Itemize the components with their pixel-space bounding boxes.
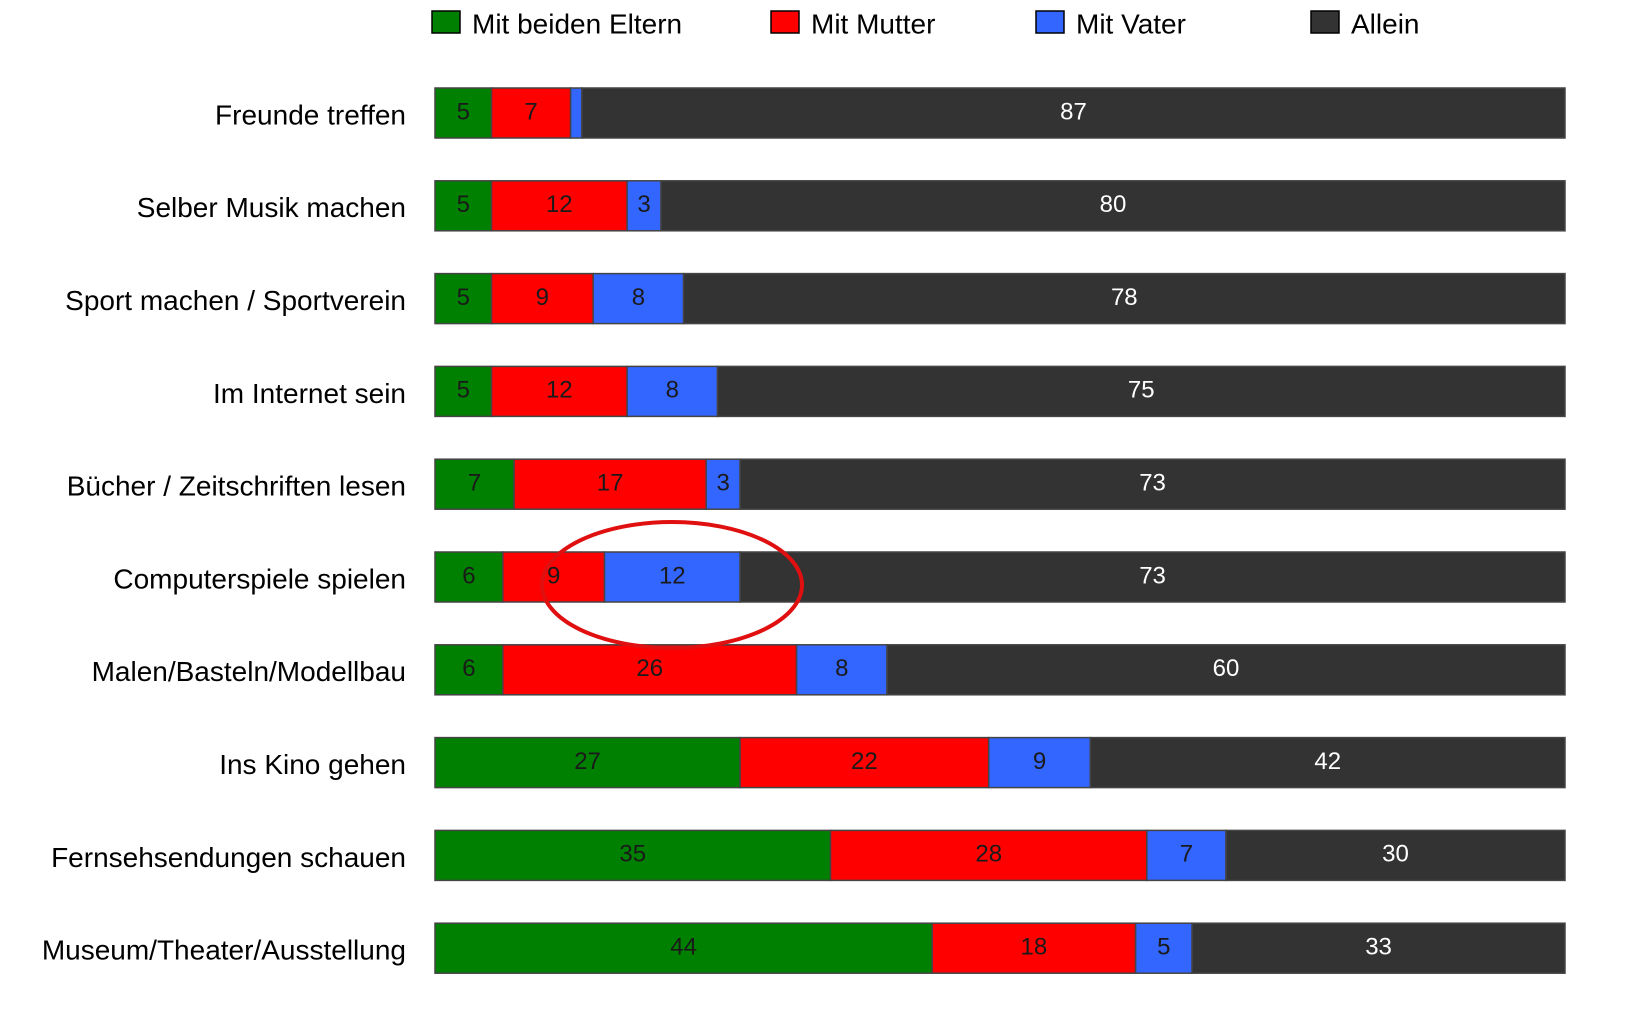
- category-label: Sport machen / Sportverein: [65, 285, 406, 316]
- value-label: 3: [716, 470, 729, 497]
- legend-swatch: [1035, 10, 1065, 34]
- bar-segment: [490, 180, 628, 232]
- category-label: Im Internet sein: [213, 378, 406, 409]
- legend-label: Mit Mutter: [811, 8, 935, 39]
- value-label: 7: [1180, 841, 1193, 868]
- value-label: 6: [462, 655, 475, 682]
- bar-segment: [513, 458, 707, 510]
- category-label: Museum/Theater/Ausstellung: [42, 935, 406, 966]
- bar-segment: [660, 180, 1566, 232]
- value-label: 60: [1213, 655, 1240, 682]
- bar-segment: [931, 922, 1137, 974]
- bar-segment: [434, 87, 493, 139]
- value-label: 87: [1060, 98, 1087, 125]
- value-label: 9: [547, 562, 560, 589]
- value-label: 3: [637, 191, 650, 218]
- value-label: 73: [1139, 470, 1166, 497]
- category-label: Malen/Basteln/Modellbau: [92, 656, 406, 687]
- value-label: 44: [670, 934, 697, 961]
- value-label: 27: [574, 748, 601, 775]
- value-label: 28: [975, 841, 1002, 868]
- value-label: 6: [462, 562, 475, 589]
- value-label: 33: [1365, 934, 1392, 961]
- value-label: 7: [524, 98, 537, 125]
- bar-segment: [739, 736, 990, 789]
- bar-segment: [569, 87, 583, 139]
- value-label: 42: [1314, 748, 1341, 775]
- bar-segment: [434, 736, 741, 789]
- legend-label: Mit beiden Eltern: [472, 8, 682, 39]
- value-label: 30: [1382, 841, 1409, 868]
- bar-segment: [434, 829, 832, 882]
- value-label: 26: [636, 655, 663, 682]
- value-label: 78: [1111, 284, 1138, 311]
- bar-segment: [829, 829, 1148, 882]
- legend-swatch: [1310, 10, 1340, 34]
- legend-label: Allein: [1351, 8, 1419, 39]
- value-label: 12: [659, 562, 686, 589]
- category-label: Selber Musik machen: [137, 192, 406, 223]
- bar-segment: [626, 365, 719, 418]
- value-label: 5: [457, 191, 470, 218]
- bar-segment: [716, 365, 1566, 418]
- value-label: 18: [1021, 934, 1048, 961]
- bar-segment: [434, 365, 493, 418]
- bar-segment: [434, 922, 933, 974]
- value-label: 5: [457, 377, 470, 404]
- value-label: 8: [632, 284, 645, 311]
- value-label: 5: [457, 284, 470, 311]
- category-label: Bücher / Zeitschriften lesen: [67, 471, 406, 502]
- bar-segment: [434, 644, 504, 696]
- category-label: Freunde treffen: [215, 99, 406, 130]
- bar-segment: [1146, 829, 1227, 882]
- value-label: 35: [619, 841, 646, 868]
- bar-segment: [603, 551, 741, 603]
- legend-label: Mit Vater: [1076, 8, 1186, 39]
- bar-segment: [739, 551, 1566, 603]
- value-label: 9: [536, 284, 549, 311]
- value-label: 12: [546, 191, 573, 218]
- highlight-ellipse: [540, 520, 804, 650]
- legend: Mit beiden Eltern Mit Mutter Mit Vater Alle…: [431, 8, 1419, 39]
- bar-segment: [682, 272, 1566, 325]
- value-label: 5: [1157, 934, 1170, 961]
- bar-segment: [490, 87, 572, 139]
- bar-segment: [739, 458, 1566, 510]
- value-label: 7: [468, 470, 481, 497]
- legend-swatch: [770, 10, 800, 34]
- category-label: Computerspiele spielen: [113, 563, 406, 594]
- bar-segment: [1225, 829, 1566, 882]
- value-label: 17: [597, 470, 624, 497]
- bar-segment: [434, 272, 493, 325]
- value-label: 80: [1100, 191, 1127, 218]
- value-label: 8: [835, 655, 848, 682]
- category-label: Ins Kino gehen: [219, 749, 406, 780]
- value-label: 75: [1128, 377, 1155, 404]
- bar-segment: [626, 180, 662, 232]
- bar-segment: [434, 458, 515, 510]
- value-label: 5: [457, 98, 470, 125]
- category-label: Fernsehsendungen schauen: [51, 842, 406, 873]
- bar-segment: [502, 644, 798, 696]
- legend-swatch: [431, 10, 461, 34]
- bar-segment: [490, 272, 594, 325]
- value-label: 8: [666, 377, 679, 404]
- bar-segment: [434, 551, 504, 603]
- value-label: 73: [1139, 562, 1166, 589]
- value-label: 12: [546, 377, 573, 404]
- bar-segment: [987, 736, 1092, 789]
- bar-segment: [592, 272, 685, 325]
- bar-segment: [581, 87, 1566, 139]
- value-label: 22: [851, 748, 878, 775]
- bar-segment: [886, 644, 1566, 696]
- bar-segment: [1089, 736, 1566, 789]
- value-label: 9: [1033, 748, 1046, 775]
- bar-segment: [1191, 922, 1566, 974]
- bar-segment: [1134, 922, 1193, 974]
- bar-segment: [490, 365, 628, 418]
